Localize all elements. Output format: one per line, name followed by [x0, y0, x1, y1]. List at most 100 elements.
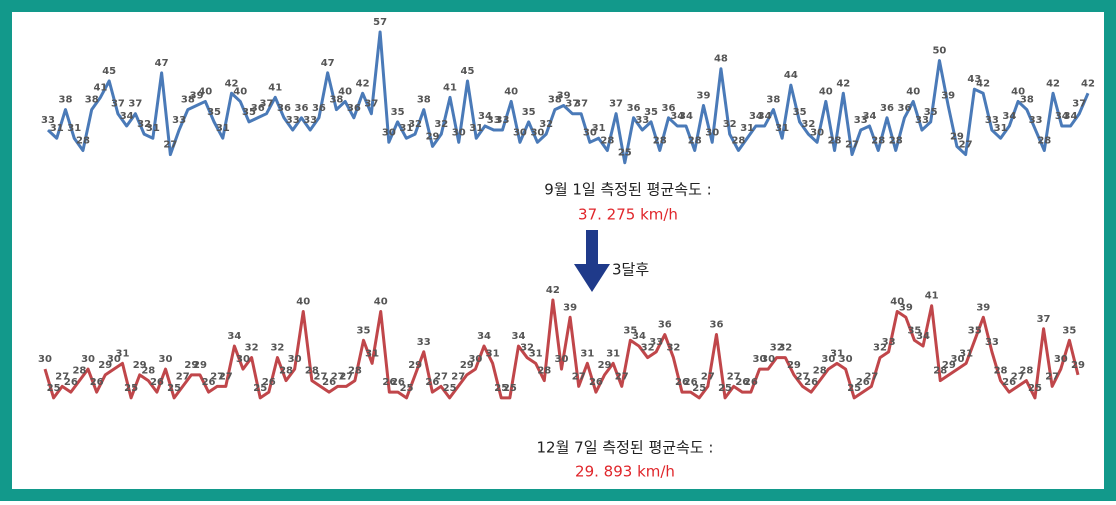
data-label: 26: [589, 377, 603, 388]
data-label: 29: [184, 360, 198, 371]
data-label: 27: [572, 371, 586, 382]
data-label: 34: [1055, 111, 1069, 122]
data-label: 26: [262, 377, 276, 388]
data-label: 35: [242, 107, 256, 118]
data-label: 38: [548, 95, 562, 106]
data-label: 27: [864, 371, 878, 382]
data-label: 35: [907, 325, 921, 336]
data-label: 34: [916, 331, 930, 342]
data-label: 31: [994, 123, 1008, 134]
data-label: 33: [303, 115, 317, 126]
data-label: 43: [967, 74, 981, 85]
data-label: 25: [400, 383, 414, 394]
arrow-label: 3달후: [612, 261, 649, 279]
data-label: 27: [727, 371, 741, 382]
data-label: 26: [744, 377, 758, 388]
data-label: 40: [906, 86, 920, 97]
data-label: 29: [942, 360, 956, 371]
caption-value: 29. 893 km/h: [575, 463, 675, 481]
arrow-head: [574, 264, 610, 292]
data-label: 30: [288, 354, 302, 365]
data-label: 33: [985, 337, 999, 348]
data-label: 31: [959, 348, 973, 359]
data-label: 37: [111, 99, 125, 110]
data-label: 38: [59, 95, 73, 106]
data-label: 29: [193, 360, 207, 371]
data-label: 31: [116, 348, 130, 359]
data-label: 40: [198, 86, 212, 97]
data-label: 33: [915, 115, 929, 126]
data-label: 40: [296, 297, 310, 308]
data-label: 37: [128, 99, 142, 110]
data-label: 34: [863, 111, 877, 122]
data-label: 30: [583, 127, 597, 138]
data-label: 39: [563, 302, 577, 313]
data-label: 25: [253, 383, 267, 394]
data-line: [46, 30, 1090, 165]
data-label: 25: [494, 383, 508, 394]
data-label: 34: [749, 111, 763, 122]
data-label: 36: [347, 103, 361, 114]
data-label: 32: [434, 119, 448, 130]
data-label: 37: [260, 99, 274, 110]
data-label: 26: [202, 377, 216, 388]
data-label: 28: [1037, 135, 1051, 146]
data-label: 25: [847, 383, 861, 394]
data-label: 33: [172, 115, 186, 126]
data-label: 33: [882, 337, 896, 348]
data-label: 42: [356, 78, 370, 89]
data-label: 28: [76, 135, 90, 146]
data-label: 27: [959, 140, 973, 151]
data-label: 37: [565, 99, 579, 110]
data-label: 40: [374, 297, 388, 308]
data-label: 28: [348, 366, 362, 377]
data-label: 38: [181, 95, 195, 106]
data-label: 34: [632, 331, 646, 342]
data-label: 30: [382, 127, 396, 138]
data-label: 41: [268, 82, 282, 93]
data-label: 26: [1002, 377, 1016, 388]
data-label: 42: [546, 285, 560, 296]
data-label: 35: [623, 325, 637, 336]
data-label: 34: [1002, 111, 1016, 122]
data-label: 29: [787, 360, 801, 371]
data-label: 30: [753, 354, 767, 365]
data-label: 26: [856, 377, 870, 388]
data-label: 33: [649, 337, 663, 348]
data-label: 25: [618, 148, 632, 159]
data-label: 27: [314, 371, 328, 382]
arrow-shaft: [586, 230, 598, 266]
data-label: 38: [85, 95, 99, 106]
data-label: 35: [1062, 325, 1076, 336]
data-label: 31: [486, 348, 500, 359]
data-label: 30: [1054, 354, 1068, 365]
data-label: 36: [662, 103, 676, 114]
data-label: 31: [399, 123, 413, 134]
data-label: 50: [932, 46, 946, 57]
data-label: 26: [322, 377, 336, 388]
data-label: 30: [513, 127, 527, 138]
data-label: 40: [890, 297, 904, 308]
data-label: 25: [124, 383, 138, 394]
data-label: 36: [880, 103, 894, 114]
data-label: 31: [365, 348, 379, 359]
data-label: 38: [417, 95, 431, 106]
data-label: 41: [443, 82, 457, 93]
data-label: 31: [67, 123, 81, 134]
data-label: 34: [758, 111, 772, 122]
arrow: [574, 230, 610, 292]
data-label: 39: [899, 302, 913, 313]
data-label: 28: [871, 135, 885, 146]
data-label: 42: [836, 78, 850, 89]
data-label: 30: [81, 354, 95, 365]
data-label: 27: [219, 371, 233, 382]
data-label: 35: [924, 107, 938, 118]
data-label: 26: [391, 377, 405, 388]
data-label: 30: [107, 354, 121, 365]
data-label: 29: [598, 360, 612, 371]
data-label: 47: [321, 58, 335, 69]
data-label: 34: [227, 331, 241, 342]
data-label: 26: [90, 377, 104, 388]
